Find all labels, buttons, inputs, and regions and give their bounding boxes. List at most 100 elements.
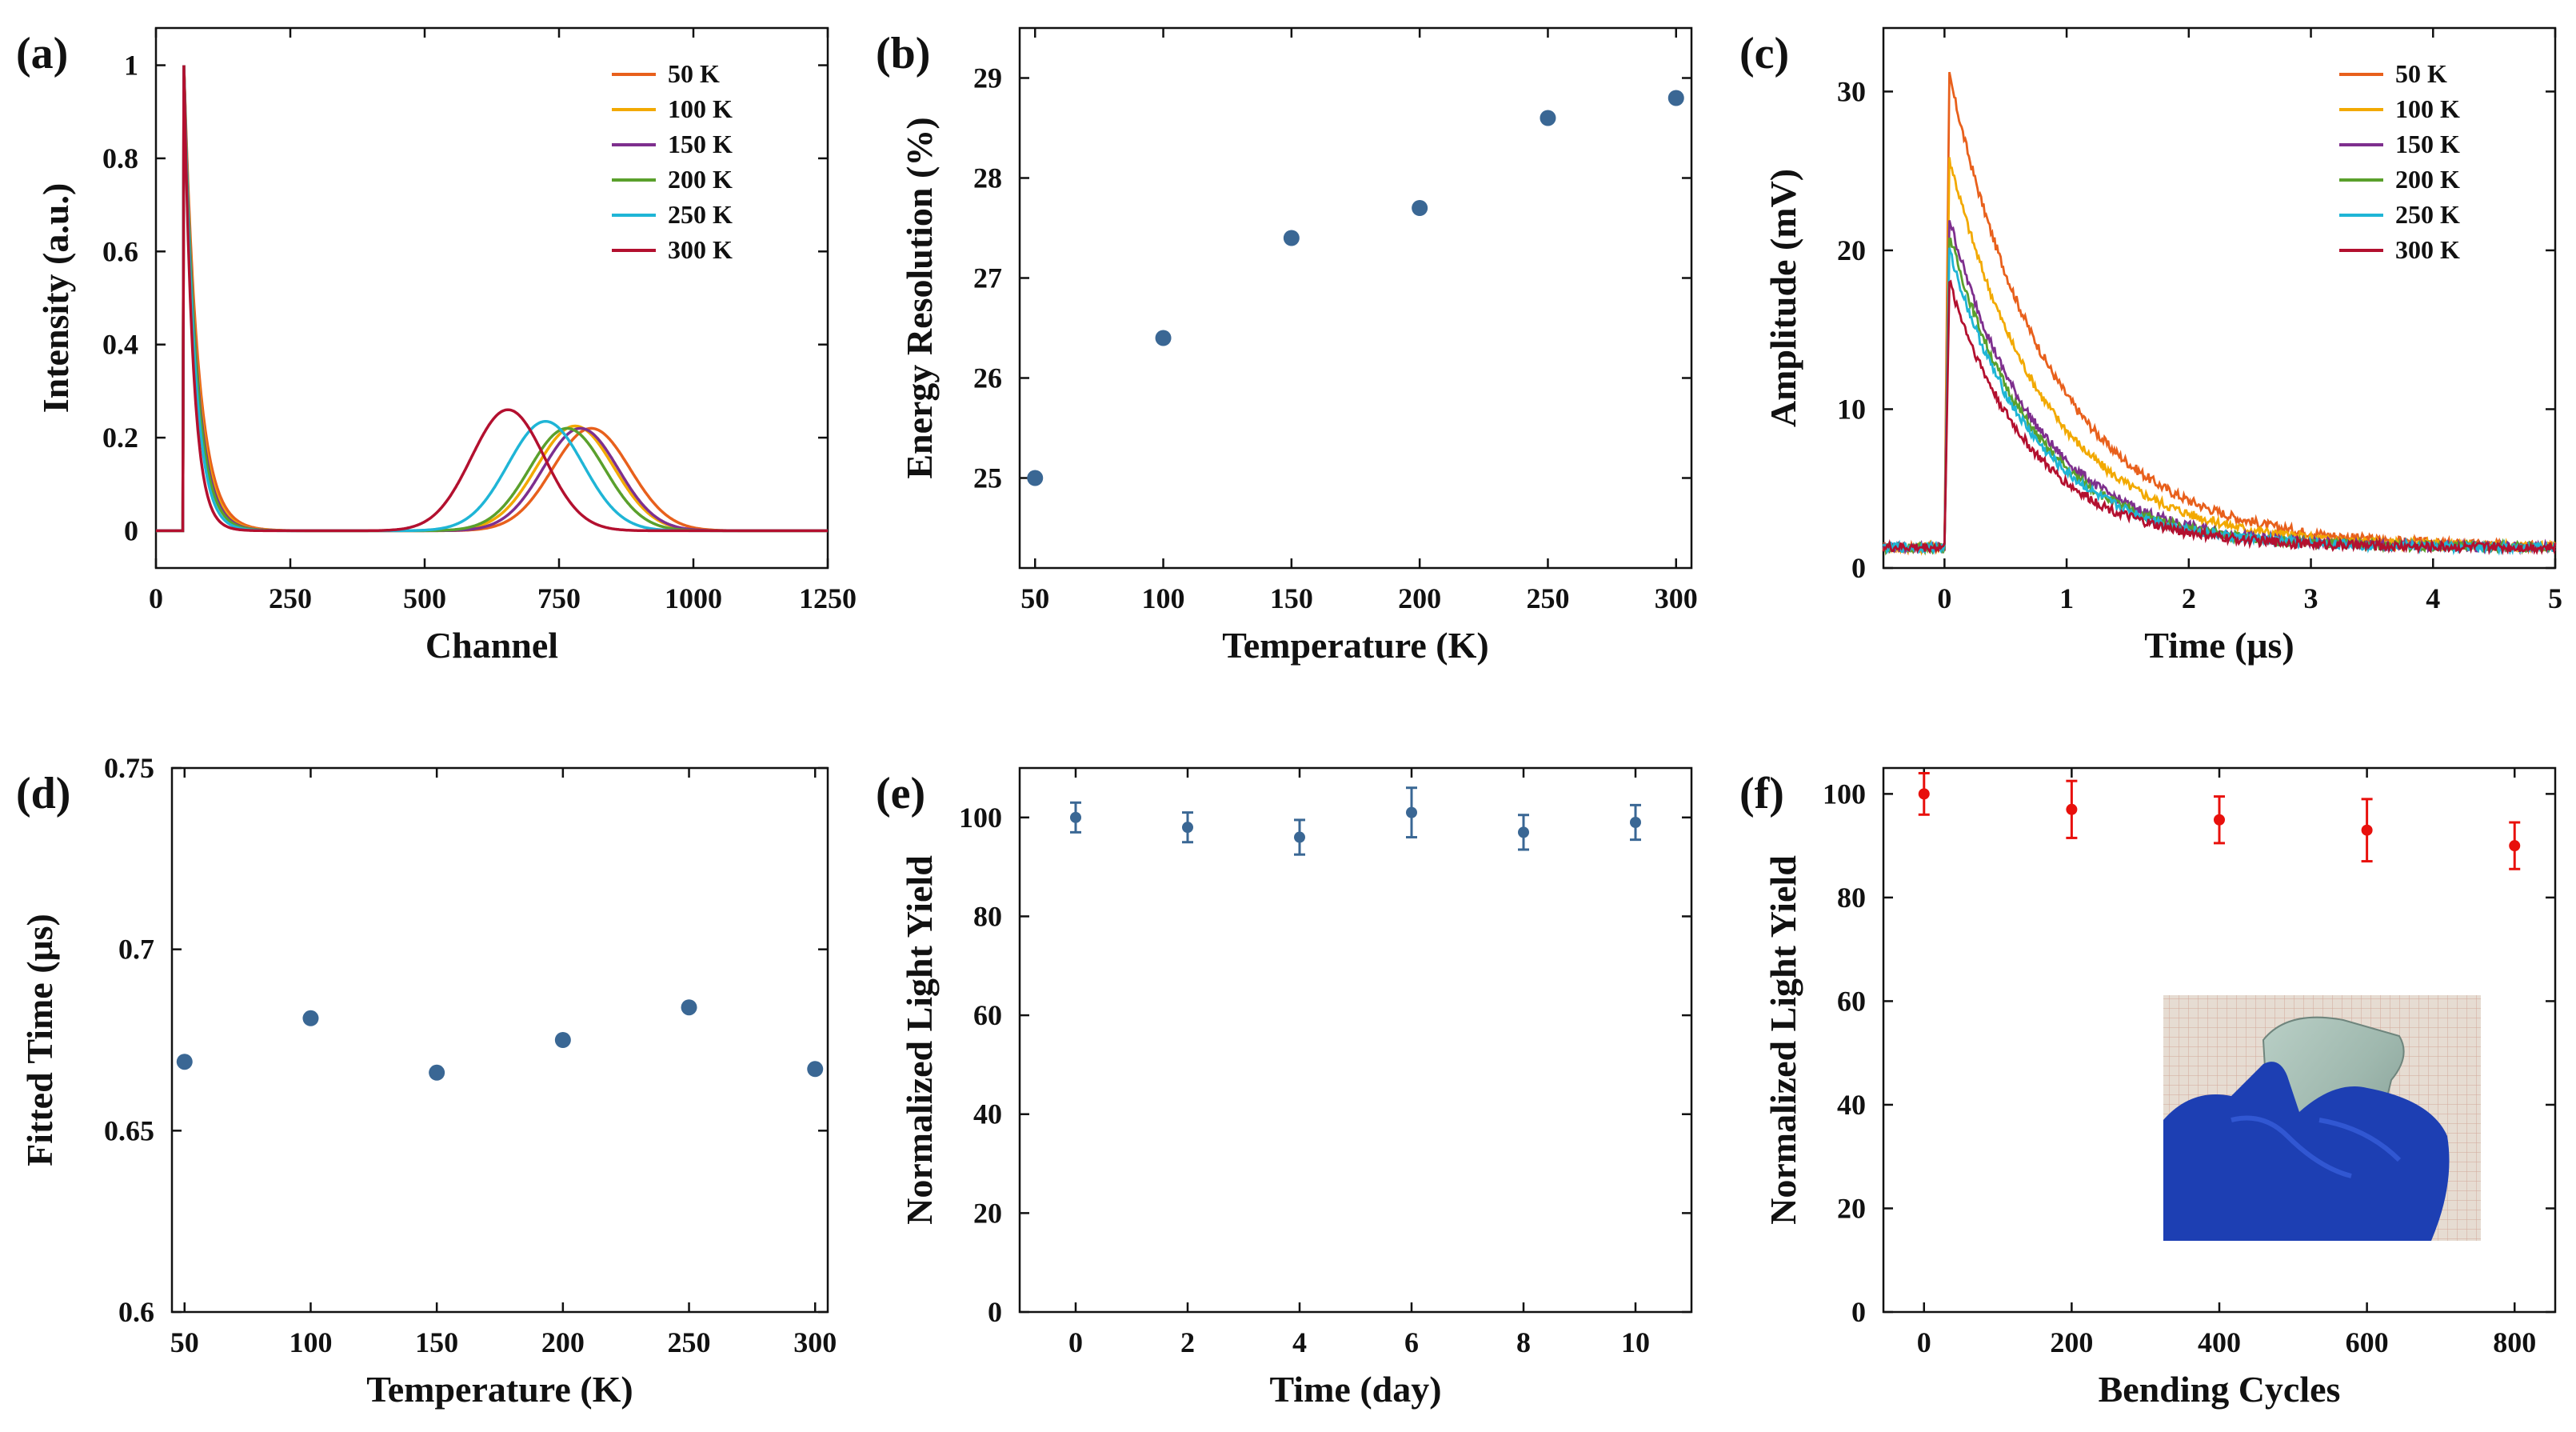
y-tick-label: 100: [1823, 778, 1866, 810]
y-tick-label: 0: [1851, 1296, 1866, 1328]
y-tick-label: 0.4: [102, 329, 138, 361]
y-tick-label: 100: [959, 802, 1002, 834]
y-tick-label: 0.6: [102, 235, 138, 267]
legend-label: 100 K: [2395, 94, 2460, 123]
data-point: [1518, 826, 1529, 838]
y-tick-label: 0: [124, 514, 138, 546]
data-point: [1027, 470, 1044, 486]
data-point: [2214, 814, 2225, 826]
y-tick-label: 60: [1837, 985, 1866, 1017]
y-tick-label: 29: [973, 62, 1002, 94]
data-point: [1182, 822, 1193, 834]
data-point: [681, 999, 697, 1016]
y-tick-label: 0.65: [104, 1114, 154, 1146]
y-tick-label: 10: [1837, 393, 1866, 425]
panel-d: 50 100 150 200 250 300 0.6 0.65 0.7 0.75 Temperatu…: [16, 752, 837, 1410]
x-axis-label: Channel: [425, 625, 558, 666]
series-line: [1882, 279, 2557, 556]
x-axis-label: Temperature (K): [1222, 625, 1488, 666]
y-tick-label: 26: [973, 362, 1002, 394]
x-tick-label: 200: [2050, 1326, 2093, 1358]
panel-label: (f): [1739, 769, 1784, 818]
y-tick-label: 0.8: [102, 142, 138, 174]
data-point: [1283, 230, 1300, 246]
y-tick-label: 0.7: [118, 934, 154, 966]
plot-frame: [154, 26, 829, 570]
x-tick-label: 0: [149, 582, 163, 614]
data-point: [1412, 200, 1428, 216]
x-tick-label: 800: [2493, 1326, 2536, 1358]
y-tick-label: 30: [1837, 75, 1866, 107]
data-point: [1667, 90, 1684, 106]
legend-label: 300 K: [668, 235, 733, 264]
x-axis-label: Time (day): [1269, 1369, 1441, 1410]
panel-a: 0 250 500 750 1000 1250 0 0.2 0.4 0.6 0.8 1 Channel I…: [16, 26, 857, 666]
y-tick-label: 40: [1837, 1089, 1866, 1121]
plot-frame: [1018, 766, 1693, 1314]
y-axis-label: Normalized Light Yield: [1763, 855, 1803, 1225]
legend-label: 200 K: [2395, 165, 2460, 194]
data-point: [807, 1061, 824, 1078]
x-tick-label: 1000: [665, 582, 722, 614]
y-tick-label: 0.75: [104, 752, 154, 784]
y-axis-label: Fitted Time (μs): [19, 914, 60, 1166]
plot-frame: [1882, 26, 2557, 570]
data-point: [302, 1010, 319, 1026]
x-tick-label: 50: [170, 1326, 199, 1358]
x-tick-label: 150: [415, 1326, 458, 1358]
legend-label: 300 K: [2395, 235, 2460, 264]
data-point: [2361, 824, 2373, 836]
y-tick-label: 0: [988, 1296, 1002, 1328]
legend-label: 250 K: [2395, 200, 2460, 229]
legend-label: 150 K: [2395, 130, 2460, 158]
series-line: [1882, 220, 2556, 556]
y-tick-label: 0: [1851, 552, 1866, 584]
panel-c: 0 1 2 3 4 5 0 10 20 30 Time (μs) Amplitude (mV) (c) 5…: [1739, 26, 2562, 666]
y-tick-label: 0.6: [118, 1296, 154, 1328]
data-point: [1406, 806, 1417, 818]
series-line: [1883, 71, 2556, 556]
x-tick-label: 400: [2198, 1326, 2241, 1358]
x-tick-label: 6: [1404, 1326, 1419, 1358]
x-tick-label: 750: [537, 582, 581, 614]
y-tick-label: 80: [973, 900, 1002, 932]
data-point: [554, 1032, 571, 1048]
x-tick-label: 250: [269, 582, 312, 614]
x-tick-label: 250: [668, 1326, 711, 1358]
x-tick-label: 50: [1020, 582, 1049, 614]
inset-glove-highlight: [2231, 1115, 2402, 1178]
x-tick-label: 300: [793, 1326, 837, 1358]
x-tick-label: 100: [1142, 582, 1185, 614]
y-axis-label: Intensity (a.u.): [35, 183, 76, 414]
inset-photo: [2163, 995, 2481, 1241]
plot-frame: [1018, 26, 1693, 570]
data-point: [1155, 330, 1172, 346]
panel-label: (a): [16, 29, 68, 78]
series-line: [1883, 238, 2557, 556]
legend-label: 100 K: [668, 94, 733, 123]
panel-f: 0 200 400 600 800 0 20 40 60 80 100 Bending Cycles N…: [1739, 766, 2557, 1410]
y-tick-label: 80: [1837, 882, 1866, 914]
y-tick-label: 60: [973, 999, 1002, 1031]
y-axis-label: Amplitude (mV): [1763, 169, 1803, 427]
x-tick-label: 3: [2304, 582, 2318, 614]
x-tick-label: 2: [2182, 582, 2196, 614]
data-point: [1294, 831, 1305, 843]
y-axis-label: Normalized Light Yield: [899, 855, 940, 1225]
data-point: [1540, 110, 1556, 126]
x-tick-label: 5: [2548, 582, 2562, 614]
plot-frame: [170, 766, 829, 1314]
y-axis-label: Energy Resolution (%): [899, 117, 940, 478]
data-point: [176, 1054, 193, 1070]
data-point: [2509, 840, 2521, 852]
y-tick-label: 20: [1837, 234, 1866, 266]
y-tick-label: 20: [1837, 1192, 1866, 1224]
data-point: [2066, 803, 2078, 815]
panel-label: (d): [16, 769, 70, 818]
x-tick-label: 150: [1270, 582, 1313, 614]
data-point: [1630, 817, 1641, 828]
y-tick-label: 1: [124, 50, 138, 82]
legend-label: 150 K: [668, 130, 733, 158]
